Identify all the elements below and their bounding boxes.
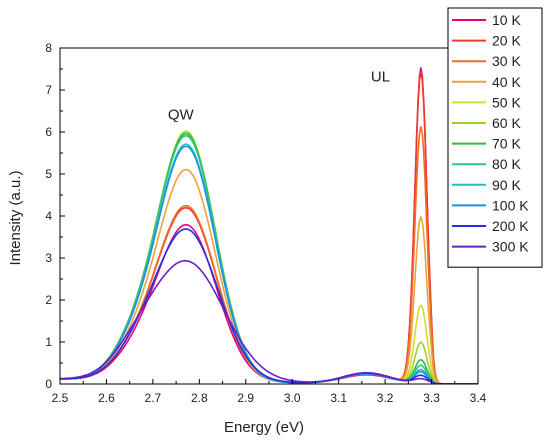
y-tick-label: 5: [45, 167, 52, 181]
legend-label: 30 K: [492, 53, 521, 69]
y-tick-label: 4: [45, 209, 52, 223]
y-tick-label: 6: [45, 125, 52, 139]
y-tick-label: 3: [45, 251, 52, 265]
legend-label: 40 K: [492, 74, 521, 90]
x-tick-label: 2.6: [98, 391, 115, 405]
legend-label: 20 K: [492, 33, 521, 49]
x-tick-label: 2.8: [191, 391, 208, 405]
x-tick-label: 2.9: [237, 391, 254, 405]
x-tick-label: 3.0: [284, 391, 301, 405]
x-tick-label: 3.2: [377, 391, 394, 405]
y-tick-label: 0: [45, 377, 52, 391]
legend-label: 100 K: [492, 197, 529, 213]
axes: 2.5 2.6 2.7 2.8 2.9 3.0 3.1 3.2 3.3 3.4 0 1 2 3 4 5 6 7 8: [45, 41, 486, 405]
legend-label: 10 K: [492, 12, 521, 28]
legend-label: 50 K: [492, 94, 521, 110]
series-line-200k: [60, 229, 478, 384]
y-tick-label: 1: [45, 335, 52, 349]
annotation-qw: QW: [168, 106, 195, 123]
plot-area: [60, 68, 478, 384]
x-axis-title: Energy (eV): [224, 419, 304, 436]
annotation-ul: UL: [371, 69, 390, 86]
x-tick-label: 2.5: [52, 391, 69, 405]
legend-label: 60 K: [492, 115, 521, 131]
x-tick-label: 2.7: [145, 391, 162, 405]
legend-label: 300 K: [492, 239, 529, 255]
legend-label: 90 K: [492, 177, 521, 193]
y-tick-label: 7: [45, 83, 52, 97]
legend-label: 80 K: [492, 156, 521, 172]
legend-label: 70 K: [492, 136, 521, 152]
x-tick-label: 3.3: [423, 391, 440, 405]
y-tick-label: 8: [45, 41, 52, 55]
legend: 10 K 20 K 30 K 40 K 50 K 60 K 70 K 80 K 90 K 100 …: [448, 8, 542, 267]
y-tick-label: 2: [45, 293, 52, 307]
x-tick-label: 3.4: [470, 391, 487, 405]
x-tick-label: 3.1: [330, 391, 347, 405]
y-axis-title: Intensity (a.u.): [7, 170, 24, 265]
legend-label: 200 K: [492, 218, 529, 234]
